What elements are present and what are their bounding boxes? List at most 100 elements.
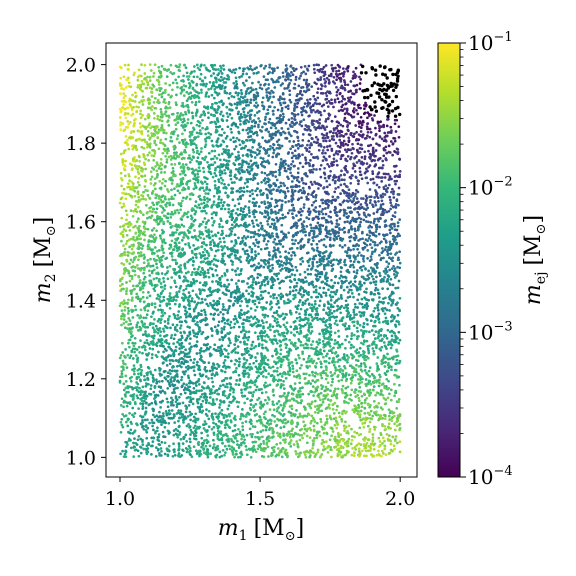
scatter-point [291, 151, 294, 155]
scatter-point [181, 171, 185, 175]
scatter-point [192, 260, 195, 263]
scatter-point [330, 311, 334, 315]
scatter-point [302, 220, 306, 223]
scatter-point [241, 408, 244, 411]
scatter-point [383, 365, 387, 368]
scatter-point [381, 287, 384, 290]
scatter-point [334, 141, 338, 145]
scatter-point [285, 433, 288, 437]
scatter-point [232, 136, 235, 140]
scatter-point [184, 338, 188, 342]
scatter-point [233, 86, 237, 90]
scatter-point [167, 421, 171, 425]
scatter-point [238, 143, 242, 147]
scatter-point [141, 419, 144, 422]
scatter-point [366, 144, 370, 148]
scatter-point [204, 375, 208, 378]
scatter-point [237, 383, 241, 387]
scatter-point [136, 78, 140, 82]
scatter-point [324, 80, 328, 83]
scatter-point [309, 159, 312, 162]
scatter-point [137, 275, 141, 279]
scatter-point [298, 438, 302, 442]
scatter-point [392, 192, 395, 196]
scatter-point [368, 234, 372, 238]
scatter-point [240, 189, 244, 193]
scatter-point [125, 287, 129, 290]
scatter-point [294, 310, 298, 314]
scatter-point [278, 208, 281, 212]
scatter-point [164, 88, 167, 92]
scatter-point [130, 168, 134, 171]
scatter-point [247, 120, 250, 123]
scatter-point [197, 203, 201, 207]
scatter-point [279, 441, 282, 445]
scatter-point [195, 335, 199, 339]
scatter-point [339, 270, 343, 274]
scatter-point [257, 125, 260, 129]
scatter-point [364, 101, 367, 105]
scatter-point [273, 330, 276, 334]
scatter-point [199, 186, 203, 190]
scatter-point [367, 298, 371, 302]
scatter-point [234, 334, 238, 338]
scatter-point [135, 394, 139, 398]
scatter-point [251, 432, 254, 436]
scatter-point [310, 346, 313, 350]
scatter-point [314, 307, 317, 311]
scatter-point [168, 302, 171, 306]
scatter-point [161, 177, 165, 181]
scatter-point [203, 209, 207, 213]
scatter-point [330, 455, 333, 459]
scatter-point [215, 111, 219, 114]
scatter-point [135, 388, 139, 392]
scatter-point [171, 81, 175, 85]
scatter-point [195, 256, 198, 259]
scatter-point [172, 433, 176, 437]
scatter-point [177, 65, 181, 69]
scatter-point [162, 251, 166, 255]
scatter-point [121, 224, 125, 228]
scatter-point [176, 208, 179, 212]
scatter-point [313, 299, 317, 303]
scatter-point [181, 247, 185, 251]
scatter-point [151, 424, 154, 428]
scatter-point [287, 200, 291, 203]
scatter-point [141, 351, 144, 355]
scatter-point [254, 280, 258, 284]
scatter-point [309, 272, 313, 276]
scatter-point [245, 98, 249, 102]
scatter-point [192, 369, 196, 373]
scatter-point [343, 178, 346, 182]
scatter-point [122, 322, 126, 325]
scatter-point [134, 402, 137, 406]
scatter-point [350, 225, 353, 228]
scatter-point [335, 213, 338, 217]
scatter-point [132, 258, 136, 261]
scatter-point [201, 220, 205, 224]
scatter-point [170, 403, 173, 407]
scatter-point [377, 166, 381, 170]
scatter-point [318, 404, 322, 408]
scatter-point [263, 313, 267, 317]
scatter-point [339, 123, 342, 127]
scatter-point [191, 271, 194, 274]
scatter-point [193, 358, 196, 361]
scatter-point [216, 429, 220, 433]
scatter-point [139, 402, 142, 405]
scatter-point [146, 83, 150, 87]
scatter-point [206, 434, 210, 437]
scatter-point [230, 411, 234, 415]
scatter-point [181, 113, 185, 117]
scatter-point [337, 69, 341, 73]
scatter-point [341, 282, 344, 285]
scatter-point [195, 131, 199, 135]
scatter-point [178, 162, 181, 166]
scatter-point [120, 317, 123, 321]
scatter-point [304, 372, 308, 376]
scatter-point [129, 258, 133, 262]
scatter-point [398, 440, 402, 444]
scatter-point [185, 355, 189, 359]
scatter-point [160, 379, 164, 383]
scatter-point [211, 234, 215, 238]
